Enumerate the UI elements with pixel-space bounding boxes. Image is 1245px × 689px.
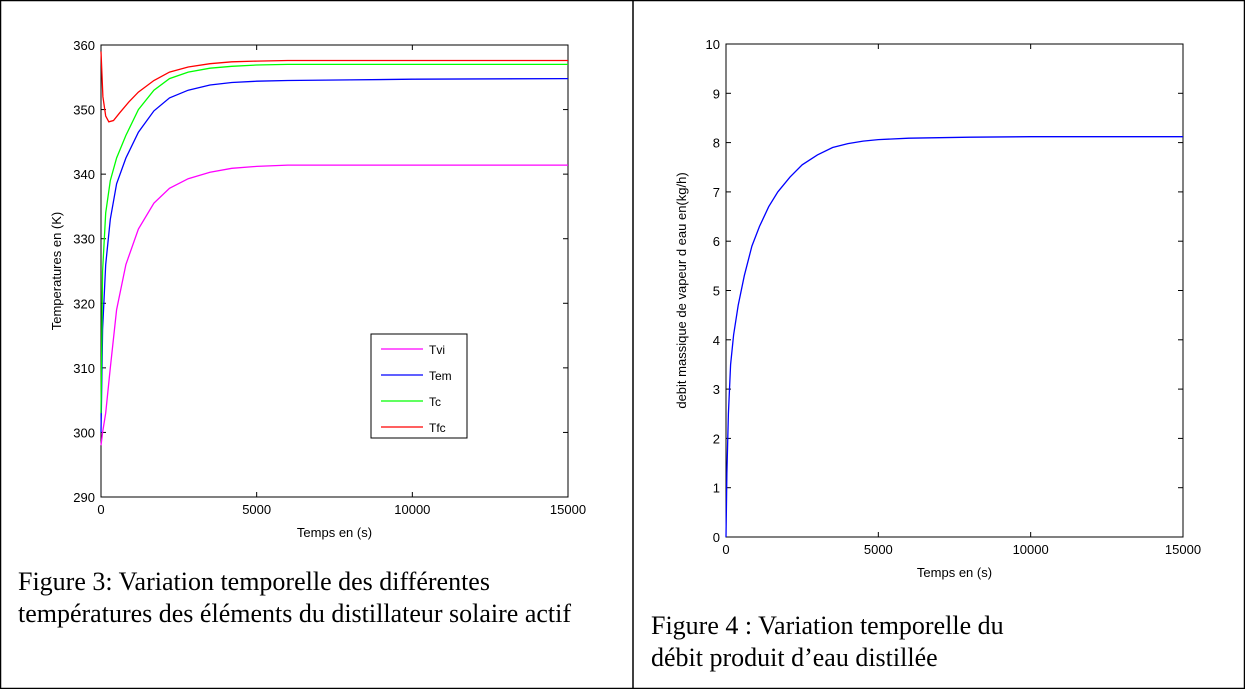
series-line-flow [725,136,1183,538]
plot-area [100,44,569,498]
legend-entry: Tc [429,395,441,409]
x-tick-label: 0 [722,542,729,557]
y-tick-label: 340 [73,167,95,182]
y-tick-label: 310 [73,361,95,376]
x-tick-label: 5000 [864,542,893,557]
y-axis-label: debit massique de vapeur d eau en(kg/h) [674,172,689,408]
x-axis-label: Temps en (s) [917,565,992,580]
series-line-Tc [100,63,568,414]
x-tick-label: 0 [97,502,104,517]
y-tick-label: 8 [713,136,720,151]
legend-box [370,333,468,439]
figure-3-chart: 0 5000 10000 15000 290 300 310 320 330 340 350 360 T… [49,38,586,540]
y-tick-label: 3 [713,382,720,397]
legend-entry: Tfc [429,421,446,435]
y-tick-label: 300 [73,425,95,440]
y-tick-label: 4 [713,333,720,348]
x-tick-label: 10000 [394,502,430,517]
legend-entry: Tvi [429,343,445,357]
y-axis-label: Temperatures en (K) [49,212,64,331]
legend-entry: Tem [429,369,452,383]
y-tick-label: 360 [73,38,95,53]
y-tick-label: 6 [713,234,720,249]
x-tick-label: 5000 [242,502,271,517]
series-line-Tem [100,77,569,433]
y-tick-label: 9 [713,86,720,101]
figure-3-cell: 0 5000 10000 15000 290 300 310 320 330 340 350 360 T… [18,38,586,628]
figure-3-caption: Figure 3: Variation temporelle des diffé… [18,567,572,628]
y-tick-label: 5 [713,284,720,299]
y-tick-label: 350 [73,103,95,118]
y-tick-label: 1 [713,481,720,496]
series-line-Tfc [100,51,568,123]
y-tick-label: 330 [73,232,95,247]
y-tick-label: 2 [713,431,720,446]
x-tick-label: 15000 [550,502,586,517]
y-tick-label: 10 [706,37,720,52]
figure-4-cell: 0 5000 10000 15000 0 1 2 3 4 5 6 7 8 9 10 Temps en (s) d… [633,0,1245,689]
x-axis-label: Temps en (s) [297,525,372,540]
x-tick-label: 15000 [1165,542,1201,557]
y-tick-label: 320 [73,296,95,311]
y-tick-label: 7 [713,185,720,200]
series-line-Tvi [100,164,568,446]
plot-area [725,43,1184,538]
figure-4-caption: Figure 4 : Variation temporelle du débit… [651,611,1004,672]
figure-4-chart: 0 5000 10000 15000 0 1 2 3 4 5 6 7 8 9 10 Temps en (s) d… [674,37,1201,580]
y-tick-label: 290 [73,490,95,505]
y-tick-label: 0 [713,530,720,545]
x-tick-label: 10000 [1013,542,1049,557]
